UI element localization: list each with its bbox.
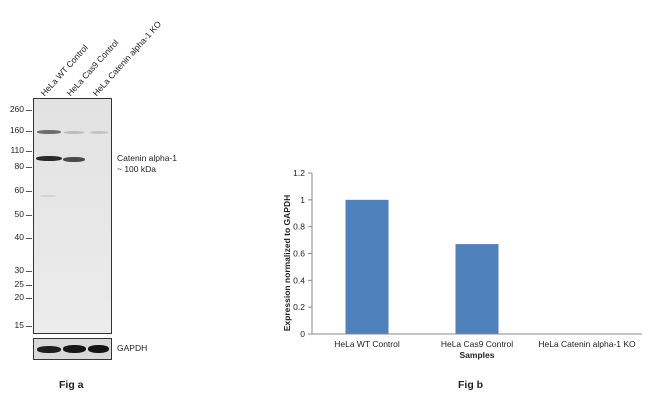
blot-image xyxy=(33,98,112,334)
y-tick-label: 0 xyxy=(300,329,305,339)
mw-marker: 50 xyxy=(14,209,24,219)
gapdh-blot xyxy=(33,338,112,360)
band-faint-lane-1 xyxy=(40,195,56,197)
band-160-lane-2 xyxy=(64,131,84,134)
mw-marker: 260 xyxy=(9,104,24,114)
band-catenin-lane-1 xyxy=(36,156,62,161)
band-catenin-lane-2 xyxy=(63,157,85,162)
x-tick-label: HeLa Catenin alpha-1 KO xyxy=(538,339,636,349)
mw-marker: 160 xyxy=(9,125,24,135)
gapdh-label: GAPDH xyxy=(117,343,148,353)
band-gapdh-lane-2 xyxy=(63,345,86,353)
mw-marker: 40 xyxy=(14,232,24,242)
mw-marker: 80 xyxy=(14,161,24,171)
y-tick-label: 1.2 xyxy=(293,168,305,178)
bar-2 xyxy=(455,244,499,334)
mw-marker: 60 xyxy=(14,185,24,195)
target-label: Catenin alpha-1 ~ 100 kDa xyxy=(117,153,178,174)
x-tick-label: HeLa WT Control xyxy=(334,339,400,349)
x-axis-title: Samples xyxy=(460,350,495,360)
mw-marker: 25 xyxy=(14,279,24,289)
y-tick-label: 0.4 xyxy=(293,275,305,285)
y-tick-label: 0.2 xyxy=(293,302,305,312)
y-axis-title: Expression normalized to GAPDH xyxy=(282,195,292,332)
x-tick-label: HeLa Cas9 Control xyxy=(441,339,513,349)
y-tick-label: 0.6 xyxy=(293,249,305,259)
band-gapdh-lane-1 xyxy=(37,346,61,353)
mw-marker: 15 xyxy=(14,320,24,330)
fig-b-label: Fig b xyxy=(458,379,484,391)
bar-1 xyxy=(345,199,389,334)
band-160-lane-1 xyxy=(37,130,61,134)
band-160-lane-3 xyxy=(90,131,108,134)
mw-marker: 30 xyxy=(14,265,24,275)
mw-marker: 110 xyxy=(10,145,24,155)
fig-a-label: Fig a xyxy=(59,379,84,391)
mw-marker: 20 xyxy=(14,292,24,302)
y-tick-label: 0.8 xyxy=(293,222,305,232)
band-gapdh-lane-3 xyxy=(88,345,109,353)
y-tick-label: 1 xyxy=(300,195,305,205)
